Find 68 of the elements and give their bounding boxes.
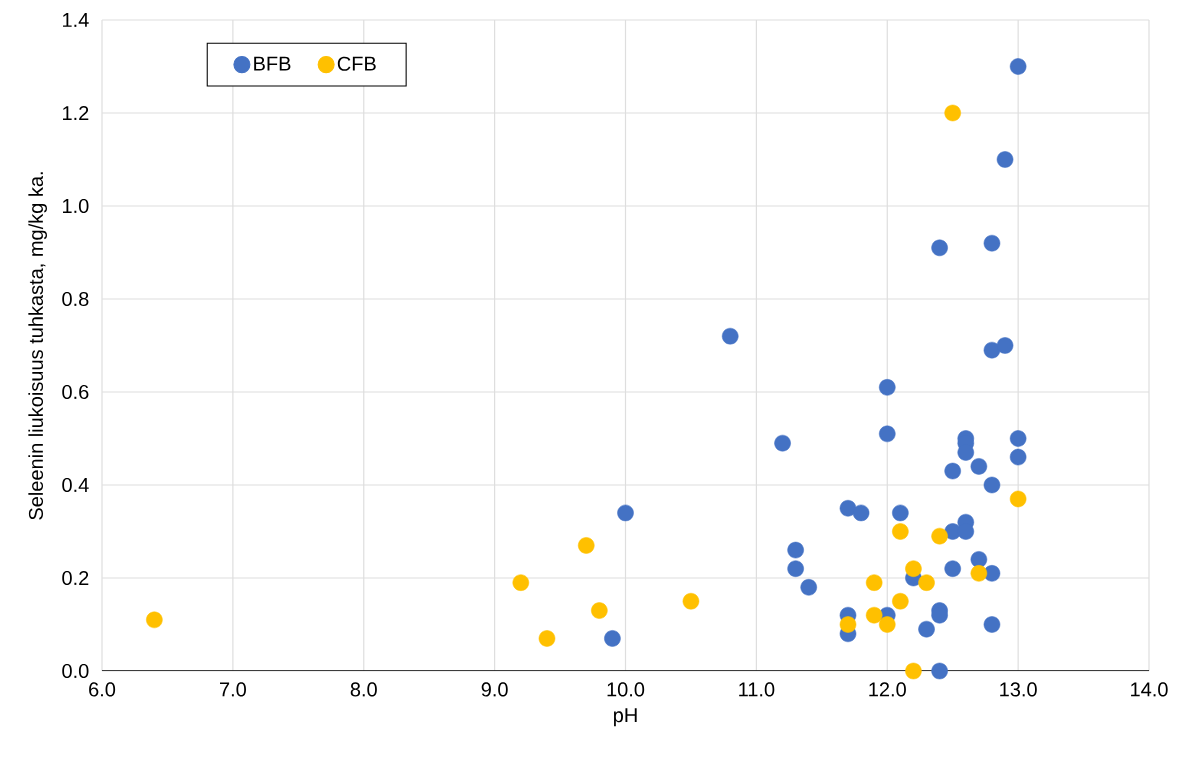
x-tick-label: 14.0 <box>1131 682 1168 697</box>
point <box>983 234 1001 252</box>
point <box>970 565 988 582</box>
y-tick-label: 1.2 <box>63 106 89 120</box>
point <box>839 616 857 633</box>
y-axis-title: Seleenin liukoisuus tuhkasta, mg/kg ka. <box>28 172 47 520</box>
point <box>996 151 1014 168</box>
point <box>918 620 935 638</box>
point <box>878 379 896 396</box>
point <box>944 560 961 577</box>
y-tick-label: 0.0 <box>62 663 89 679</box>
point <box>905 560 922 577</box>
point <box>1009 58 1027 75</box>
point <box>931 239 948 257</box>
x-tick-label: 13.0 <box>1000 682 1037 697</box>
y-tick-label: 0.2 <box>62 570 89 586</box>
point <box>983 616 1001 633</box>
point <box>878 616 896 633</box>
point <box>892 504 909 522</box>
point <box>617 504 634 522</box>
point <box>591 602 608 619</box>
point <box>604 630 621 647</box>
point <box>774 434 791 452</box>
point <box>865 606 883 624</box>
point <box>944 104 961 122</box>
point <box>682 592 700 610</box>
x-tick-label: 12.0 <box>869 682 906 697</box>
point <box>577 537 595 554</box>
point <box>983 476 1001 494</box>
point <box>970 551 988 568</box>
point <box>1009 430 1027 447</box>
point <box>852 504 870 522</box>
point <box>787 560 804 577</box>
point <box>146 611 163 629</box>
point <box>878 425 896 443</box>
point <box>839 499 857 517</box>
y-tick-label: 1.4 <box>63 13 89 27</box>
point <box>538 630 556 647</box>
y-tick-label: 1.0 <box>63 198 89 214</box>
point <box>800 579 817 596</box>
point <box>787 541 804 559</box>
point <box>983 341 1001 359</box>
x-axis-title: pH <box>614 708 637 727</box>
point <box>512 574 530 591</box>
point <box>905 662 922 680</box>
x-tick-label: 10.0 <box>607 682 645 697</box>
point <box>996 337 1014 354</box>
legend-label: CFB <box>337 56 376 71</box>
point <box>865 574 883 591</box>
point <box>892 523 909 540</box>
x-tick-label: 9.0 <box>481 682 508 697</box>
point <box>721 327 739 345</box>
x-tick-label: 6.0 <box>89 682 116 697</box>
point <box>1009 448 1027 466</box>
point <box>1009 490 1027 508</box>
y-tick-label: 0.4 <box>62 477 89 493</box>
y-tick-label: 0.6 <box>62 384 89 400</box>
x-tick-label: 7.0 <box>220 682 246 697</box>
y-tick-label: 0.8 <box>62 291 89 307</box>
point <box>944 462 961 480</box>
x-tick-label: 11.0 <box>739 682 775 697</box>
x-tick-label: 8.0 <box>350 682 377 697</box>
point <box>931 527 948 545</box>
point <box>931 662 948 680</box>
legend-label: BFB <box>254 56 291 71</box>
point <box>892 592 909 610</box>
point <box>918 574 935 591</box>
point <box>970 458 988 475</box>
